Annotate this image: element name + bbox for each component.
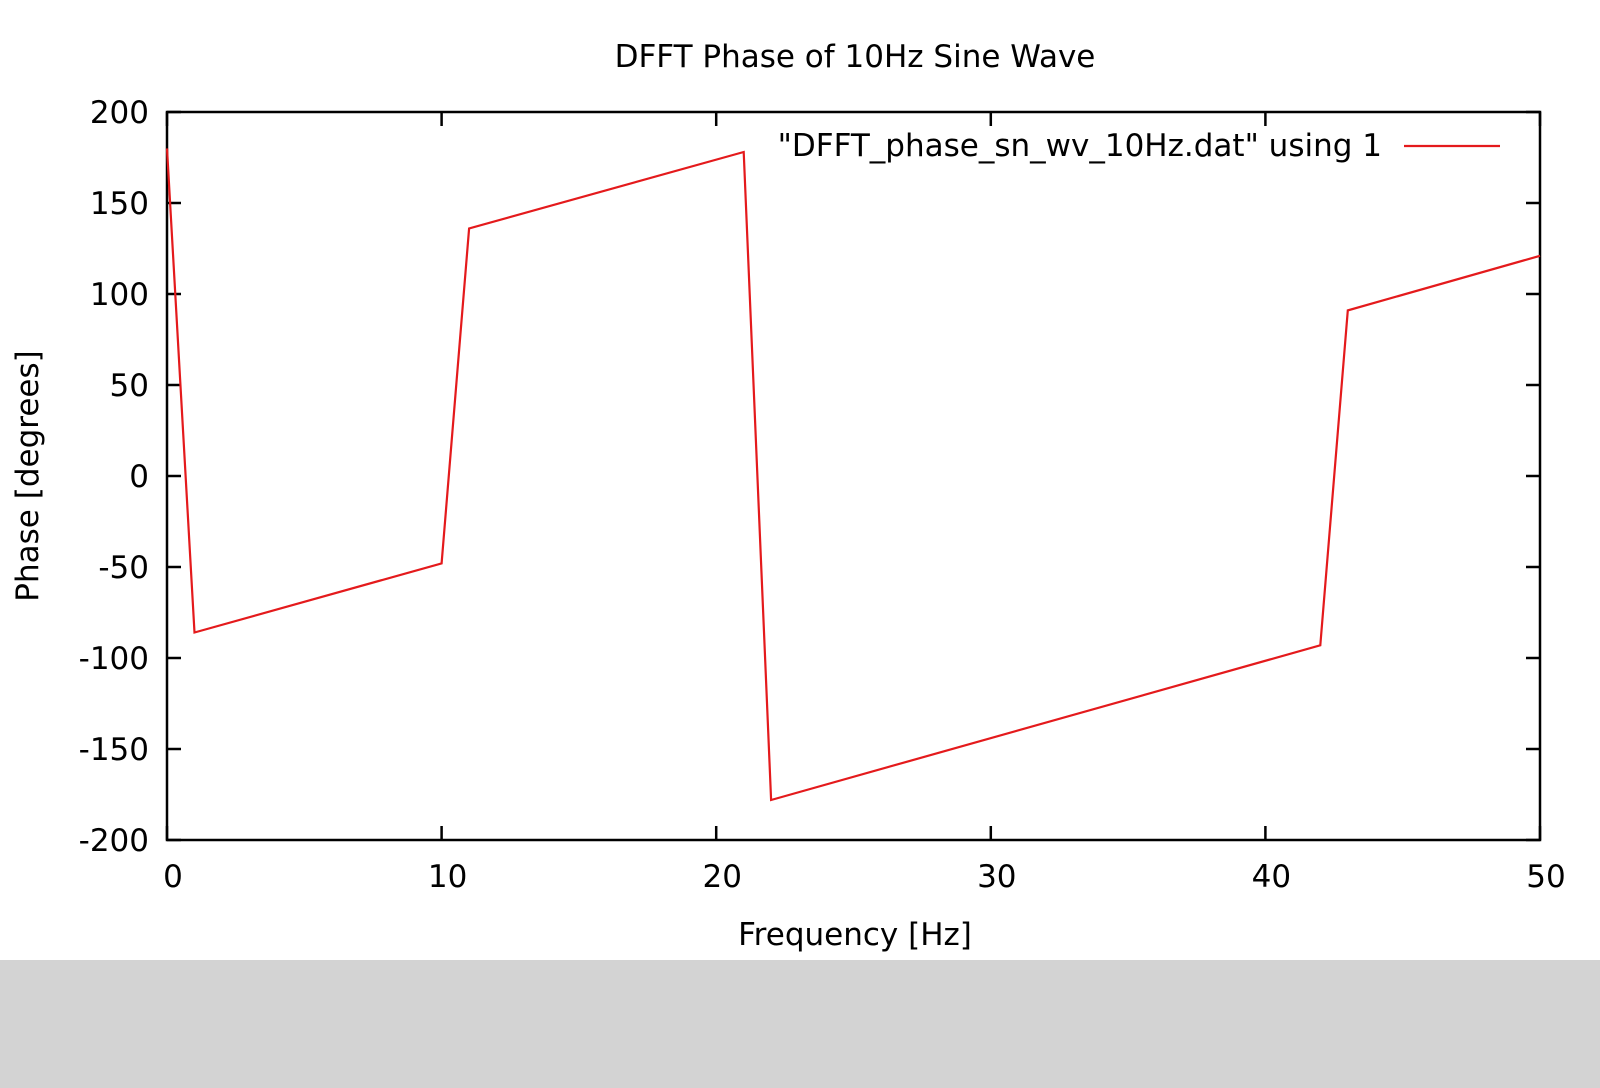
chart-title: DFFT Phase of 10Hz Sine Wave <box>615 39 1096 75</box>
y-tick-label: 50 <box>110 368 149 404</box>
legend: "DFFT_phase_sn_wv_10Hz.dat" using 1 <box>778 128 1500 164</box>
y-tick-labels: 200 150 100 50 0 -50 -100 -150 -200 <box>79 95 149 859</box>
y-tick-label: -200 <box>79 823 149 859</box>
y-tick-label: -100 <box>79 641 149 677</box>
y-tick-label: 200 <box>90 95 149 131</box>
series-line <box>165 148 1541 802</box>
chart-canvas: DFFT Phase of 10Hz Sine Wave 200 150 100 50… <box>0 0 1600 960</box>
y-tick-label: -50 <box>98 550 149 586</box>
legend-label: "DFFT_phase_sn_wv_10Hz.dat" using 1 <box>778 128 1382 164</box>
y-tick-label: 0 <box>129 459 149 495</box>
chart-svg: DFFT Phase of 10Hz Sine Wave 20015010050… <box>10 39 1566 953</box>
bottom-panel <box>0 960 1600 1088</box>
x-tick-label: 20 <box>702 859 741 895</box>
x-tick-label: 40 <box>1252 859 1291 895</box>
y-axis-label: Phase [degrees] <box>10 350 46 601</box>
x-tick-label: 10 <box>428 859 467 895</box>
x-tick-label: 0 <box>163 859 183 895</box>
x-tick-labels: 0 10 20 30 40 50 <box>163 859 1566 895</box>
series-layer <box>165 148 1541 802</box>
x-tick-label: 30 <box>977 859 1016 895</box>
y-tick-label: 100 <box>90 277 149 313</box>
x-axis-label: Frequency [Hz] <box>738 917 972 953</box>
plot-frame <box>165 110 1542 842</box>
y-tick-label: -150 <box>79 732 149 768</box>
x-tick-label: 50 <box>1526 859 1565 895</box>
y-tick-label: 150 <box>90 186 149 222</box>
